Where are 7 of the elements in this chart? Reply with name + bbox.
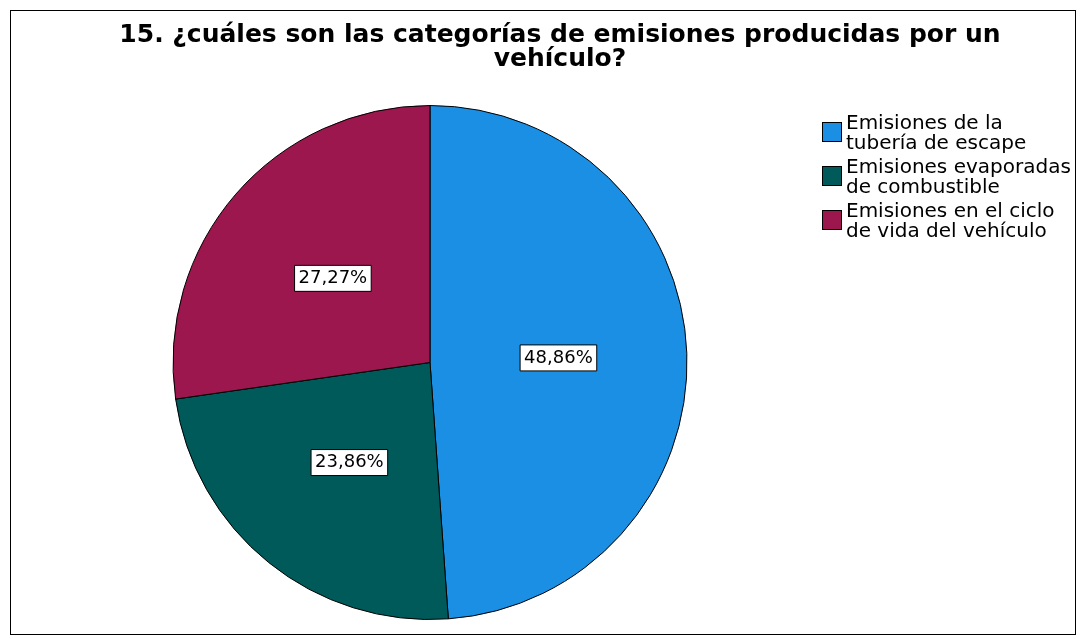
legend-label: Emisiones en el ciclo de vida del vehículo	[846, 198, 1056, 242]
data-label: 48,86%	[524, 345, 593, 367]
data-label: 23,86%	[315, 450, 384, 472]
data-label: 27,27%	[298, 266, 368, 288]
chart-title: 15. ¿cuáles son las categorías de emisiones producidas por un vehículo?	[118, 19, 1002, 72]
legend-label: Emisiones de la tubería de escape	[846, 110, 1028, 154]
legend-label: Emisiones evaporadas de combustible	[846, 154, 1072, 198]
